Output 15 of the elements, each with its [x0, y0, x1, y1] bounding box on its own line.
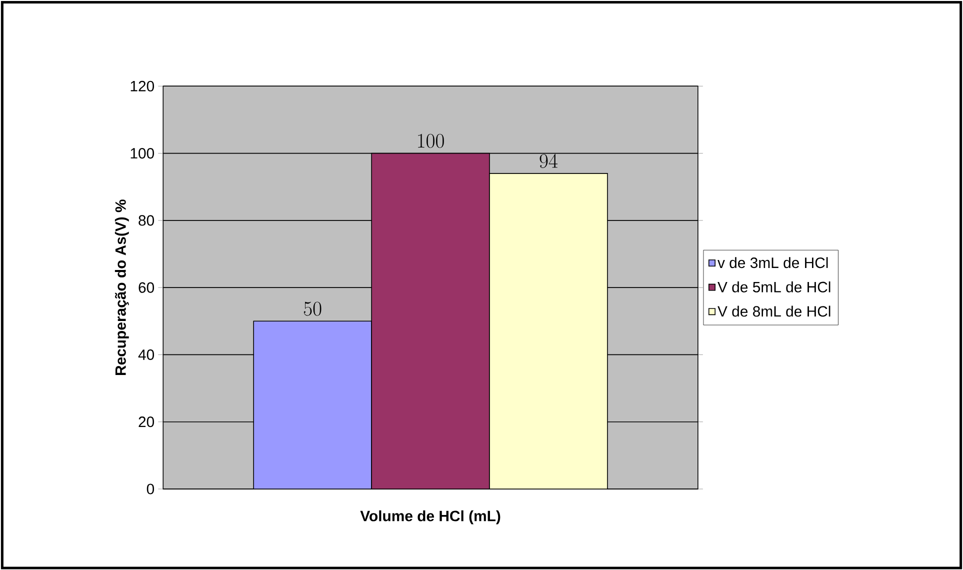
data-label: 100 [418, 134, 444, 148]
data-label: 94 [540, 154, 558, 168]
legend-label: V de 8mL de HCl [718, 306, 830, 317]
y-tick-label: 80 [138, 215, 154, 226]
data-label: 50 [304, 302, 322, 316]
legend-label: v de 3mL de HCl [718, 257, 828, 268]
y-tick-label: 40 [138, 349, 154, 360]
y-tick-label: 60 [138, 282, 154, 293]
y-tick-label: 100 [130, 148, 154, 158]
x-axis-title: Volume de HCl (mL) [360, 510, 500, 524]
y-tick-label: 20 [138, 416, 154, 428]
legend-label: V de 5mL de HCl [718, 281, 830, 292]
y-tick-label: 0 [146, 484, 154, 494]
y-tick-label: 120 [130, 80, 154, 92]
y-axis-title: Recuperação do As(V) % [114, 200, 129, 375]
